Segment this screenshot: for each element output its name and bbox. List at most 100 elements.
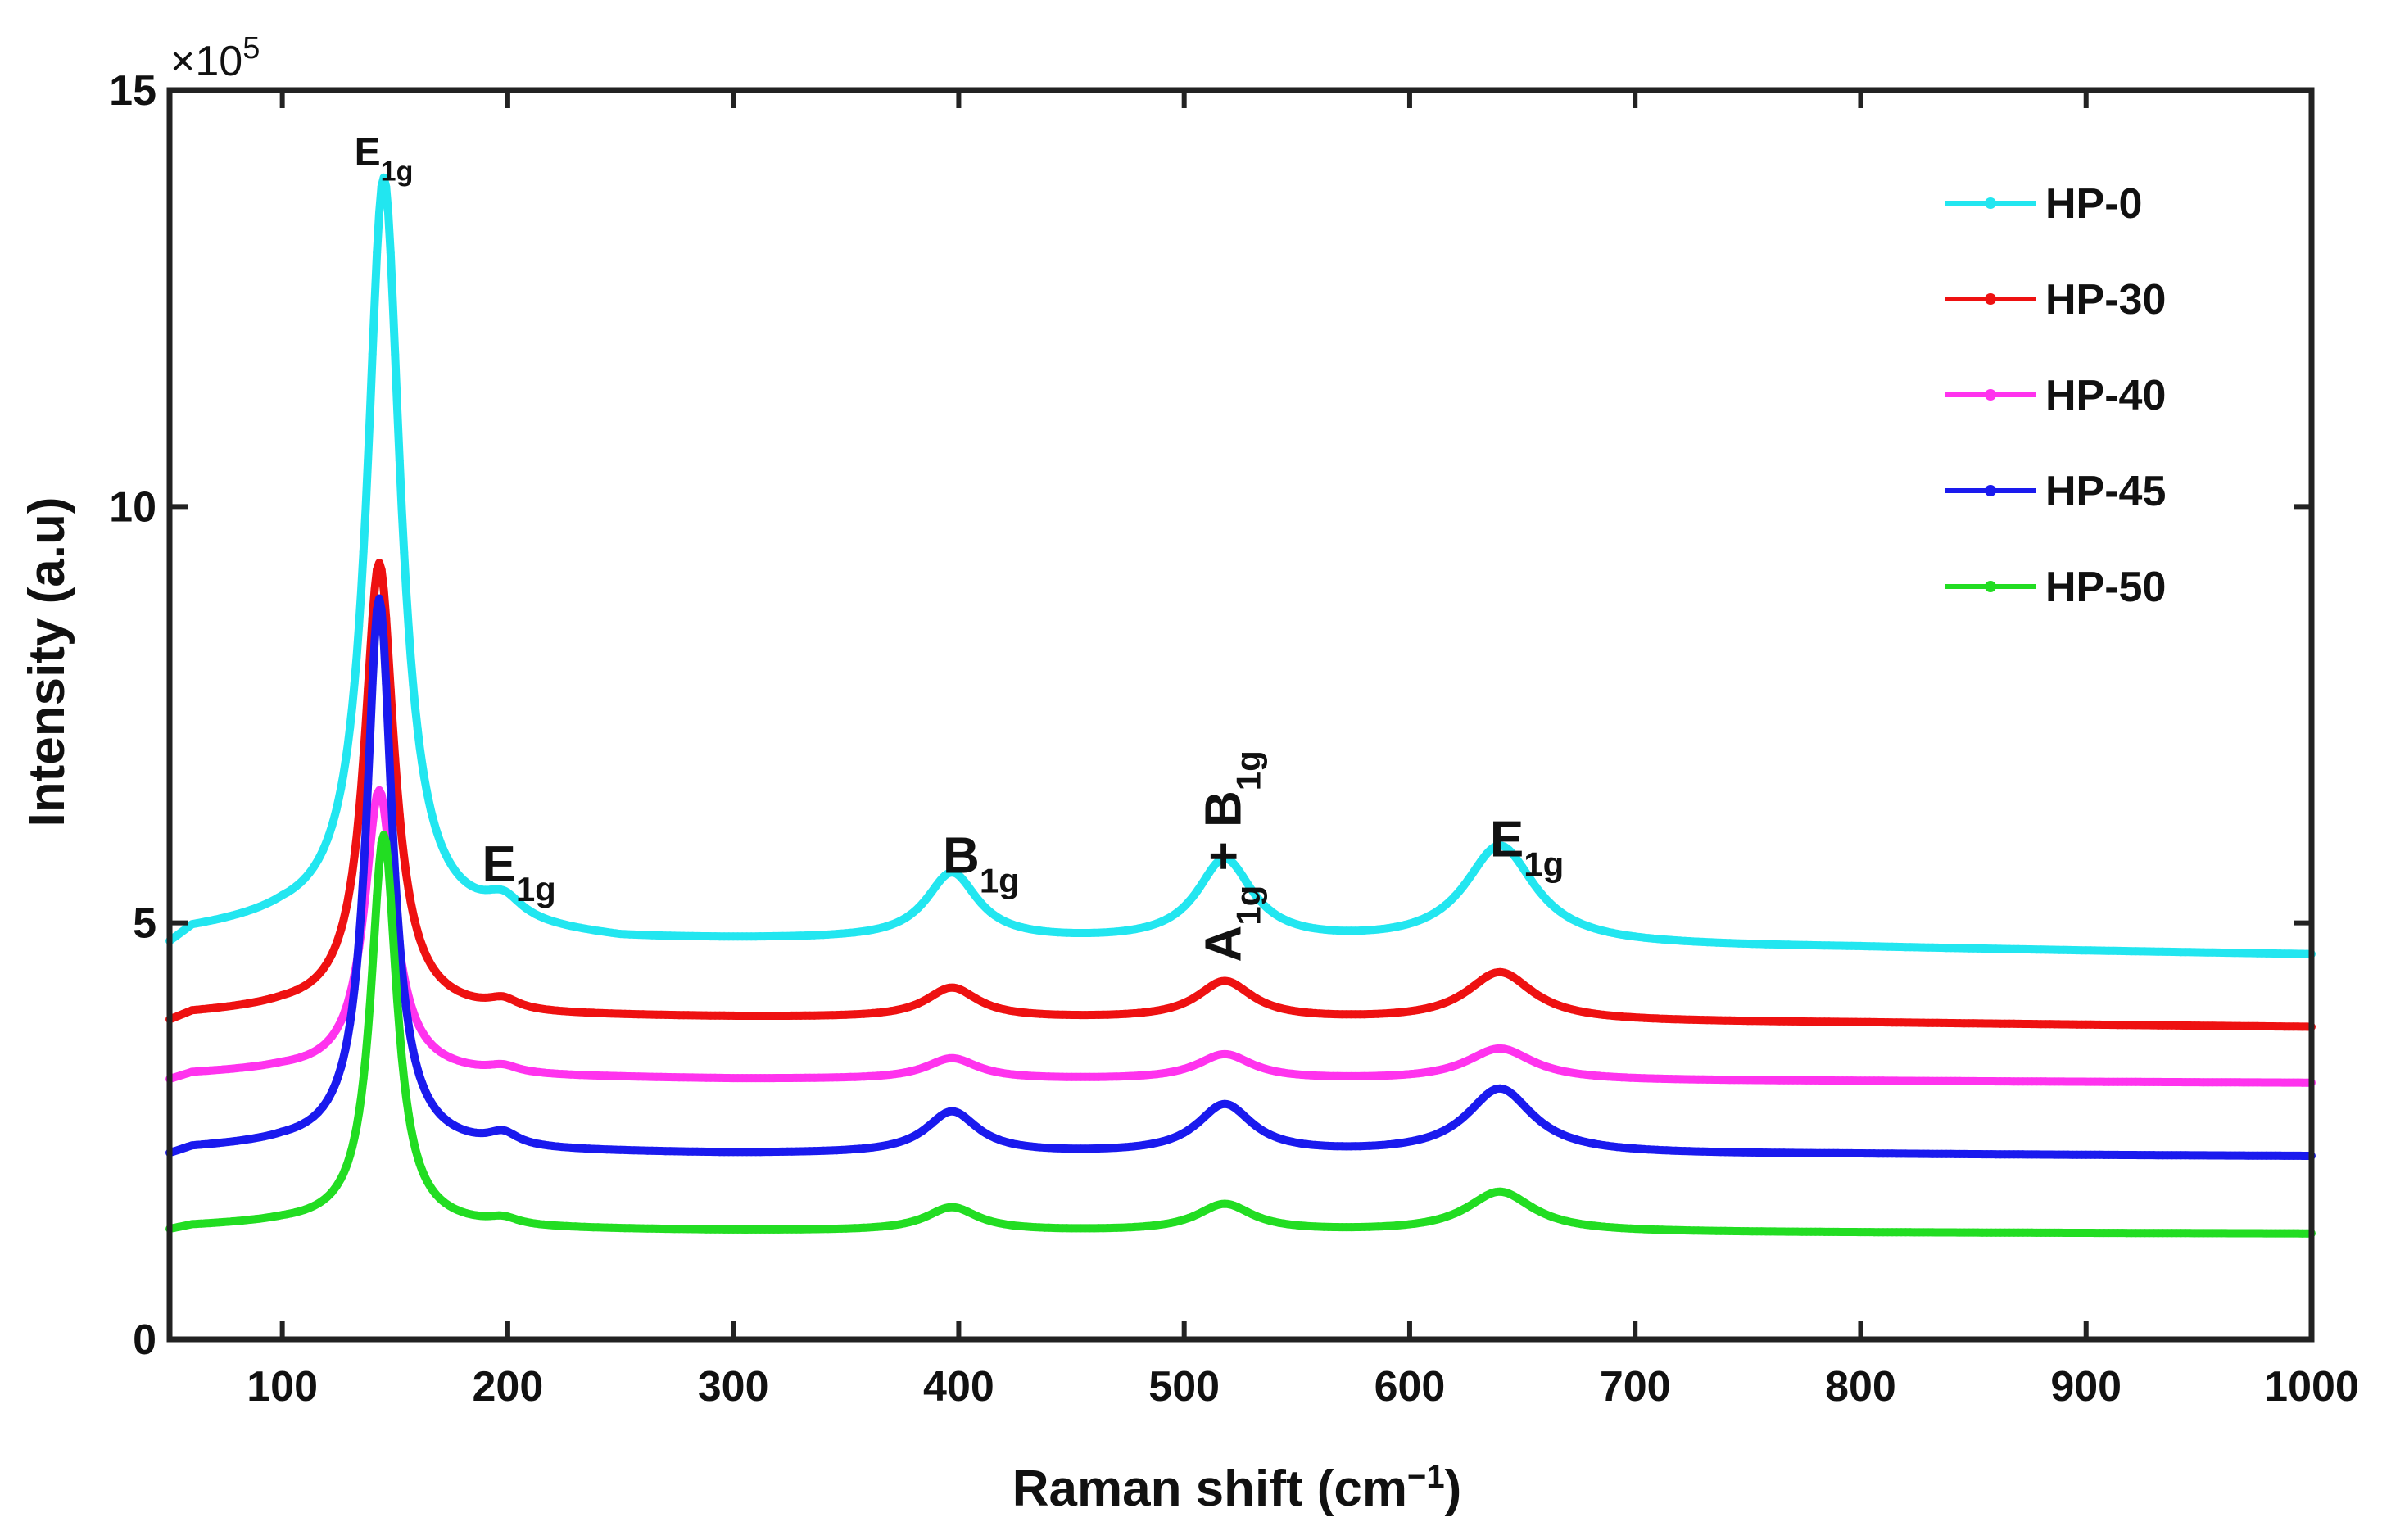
data-point: [449, 864, 458, 873]
data-point: [305, 868, 314, 877]
data-point: [440, 848, 449, 857]
data-point: [328, 1032, 337, 1041]
data-point: [1455, 887, 1464, 895]
data-point: [328, 950, 337, 958]
data-point: [1198, 879, 1207, 888]
peak-annotation-sub: 1g: [381, 156, 414, 188]
x-tick-label-300: 300: [698, 1363, 769, 1411]
data-point: [391, 350, 400, 359]
data-point: [418, 759, 427, 768]
data-point: [332, 1026, 341, 1034]
data-point: [350, 679, 359, 688]
data-point: [1473, 862, 1482, 871]
data-point: [927, 887, 936, 896]
data-point: [422, 786, 431, 795]
data-point: [368, 679, 377, 688]
data-point: [1518, 863, 1527, 872]
data-point: [346, 1019, 355, 1028]
legend-label: HP-30: [2045, 276, 2166, 324]
data-point: [409, 681, 418, 689]
peak-annotation-label2: + B: [1196, 790, 1252, 885]
peak-annotation-sub: 1g: [516, 869, 556, 908]
data-point: [436, 837, 445, 846]
x-tick-label-900: 900: [2050, 1363, 2122, 1411]
data-point: [400, 548, 409, 557]
data-point: [963, 881, 972, 890]
data-point: [382, 838, 391, 847]
series-HP-30: [165, 559, 2316, 1031]
x-tick-label-100: 100: [247, 1363, 318, 1411]
data-point: [382, 821, 391, 830]
data-point: [431, 967, 440, 976]
data-point: [359, 547, 368, 556]
peak-annotation-sub: 1g: [1229, 886, 1267, 926]
legend-label: HP-45: [2045, 468, 2166, 515]
data-point: [427, 1184, 436, 1193]
data-point: [332, 1182, 341, 1191]
data-point: [418, 1027, 427, 1036]
data-point: [400, 985, 409, 994]
data-point: [377, 605, 386, 614]
data-point: [328, 1188, 337, 1197]
peak-annotation-sub2: 1g: [1229, 750, 1267, 790]
data-point: [1202, 872, 1211, 881]
data-point: [391, 962, 400, 972]
data-point: [418, 1166, 427, 1175]
x-tick-label-500: 500: [1148, 1363, 1220, 1411]
legend-item-HP-40: HP-40: [1945, 372, 2166, 419]
peak-annotation-label: E: [355, 131, 381, 174]
data-point: [346, 723, 355, 732]
data-point: [319, 1103, 328, 1112]
data-point: [386, 248, 395, 257]
data-point: [346, 1151, 355, 1160]
peak-annotation-label: E: [482, 836, 515, 893]
series-layer: [165, 173, 2316, 1238]
data-point: [1523, 870, 1532, 878]
data-point: [323, 835, 332, 844]
data-point: [382, 183, 391, 191]
data-point: [359, 1074, 368, 1083]
legend-marker: [1985, 293, 1996, 305]
data-point: [404, 623, 413, 632]
data-point: [377, 790, 386, 799]
data-point: [400, 853, 409, 862]
data-point: [359, 868, 368, 877]
legend-label: HP-40: [2045, 372, 2166, 419]
data-point: [319, 965, 328, 974]
data-point: [1189, 892, 1198, 901]
data-point: [323, 958, 332, 967]
x-tick-label-800: 800: [1825, 1363, 1896, 1411]
data-point: [427, 807, 436, 816]
data-point: [1252, 892, 1261, 901]
data-point: [386, 891, 395, 900]
y-tick-label-10: 10: [109, 483, 156, 531]
data-point: [1469, 868, 1477, 877]
data-point: [431, 823, 440, 832]
data-point: [368, 821, 377, 830]
legend-item-HP-30: HP-30: [1945, 276, 2166, 324]
data-point: [418, 1079, 427, 1088]
data-point: [1193, 886, 1202, 895]
legend-item-HP-0: HP-0: [1945, 180, 2142, 228]
data-point: [386, 780, 395, 789]
data-point: [1527, 876, 1536, 885]
plot-frame: [166, 87, 2315, 1343]
data-point: [1248, 886, 1257, 895]
data-point: [355, 936, 364, 945]
data-point: [1234, 865, 1243, 874]
data-point: [341, 1044, 350, 1053]
x-axis-label: Raman shift (cm−1): [1012, 1459, 1462, 1517]
legend-marker: [1985, 581, 1996, 592]
data-point: [341, 1005, 350, 1014]
x-tick-label-200: 200: [473, 1363, 544, 1411]
data-point: [422, 952, 431, 961]
data-point: [382, 679, 391, 688]
legend-marker: [1985, 197, 1996, 209]
x-axis-label-close: ): [1445, 1461, 1462, 1517]
peak-annotation-sub: 1g: [980, 861, 1020, 899]
y-tick-label-0: 0: [133, 1316, 156, 1364]
peak-annotation-0: E1g: [355, 131, 414, 188]
series-HP-45: [165, 594, 2316, 1160]
